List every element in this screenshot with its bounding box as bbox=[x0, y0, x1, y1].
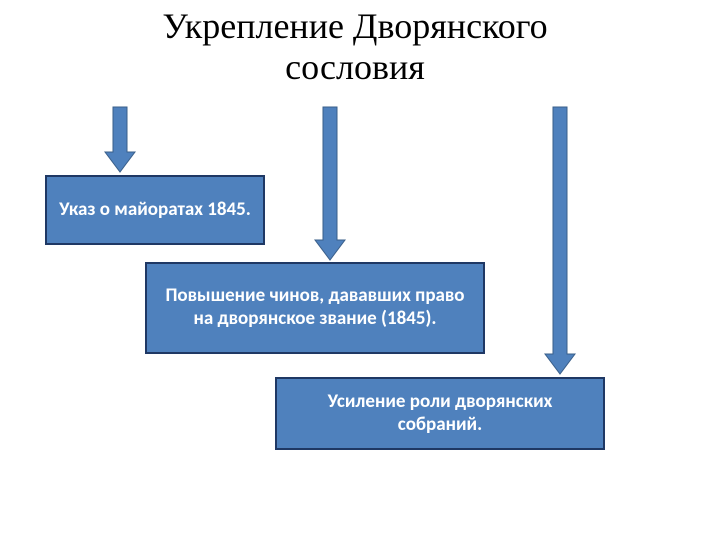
slide-title: Укрепление Дворянского сословия bbox=[95, 6, 615, 89]
arrow1 bbox=[103, 106, 137, 174]
box3-label: Усиление роли дворянских собраний. bbox=[287, 391, 593, 437]
box1-label: Указ о майоратах 1845. bbox=[59, 199, 251, 222]
box1: Указ о майоратах 1845. bbox=[45, 175, 265, 245]
title-line1: Укрепление Дворянского bbox=[95, 6, 615, 47]
arrow2 bbox=[313, 106, 347, 262]
box3: Усиление роли дворянских собраний. bbox=[275, 377, 605, 450]
box2-label: Повышение чинов, дававших право на дворя… bbox=[157, 285, 473, 331]
box2: Повышение чинов, дававших право на дворя… bbox=[145, 262, 485, 354]
arrow3 bbox=[543, 106, 577, 376]
title-line2: сословия bbox=[95, 47, 615, 88]
